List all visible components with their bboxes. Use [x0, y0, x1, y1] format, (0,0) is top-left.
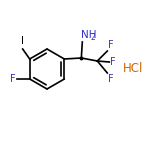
Text: 2: 2 — [91, 33, 96, 42]
Text: HCl: HCl — [123, 62, 143, 76]
Text: NH: NH — [81, 30, 97, 40]
Text: F: F — [10, 74, 16, 84]
Text: I: I — [21, 36, 24, 46]
Text: F: F — [108, 74, 114, 84]
Text: F: F — [110, 57, 116, 67]
Text: F: F — [108, 40, 114, 50]
